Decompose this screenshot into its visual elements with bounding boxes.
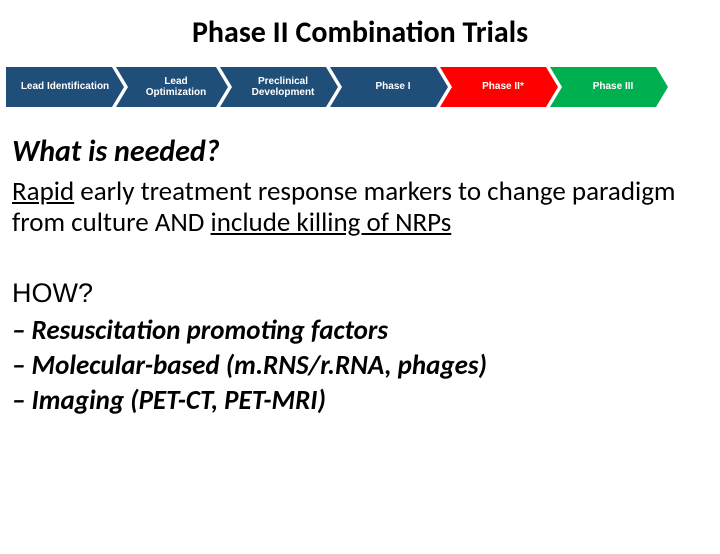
chevron-label: Preclinical Development bbox=[252, 76, 315, 99]
bullet-list: – Resuscitation promoting factors– Molec… bbox=[12, 313, 720, 418]
phase-chevron-row: Lead Identification Lead Optimization Prec… bbox=[0, 67, 720, 107]
bullet-item: – Resuscitation promoting factors bbox=[12, 313, 720, 348]
para-suffix: include killing of NRPs bbox=[211, 206, 452, 239]
chevron-label: Lead Optimization bbox=[146, 76, 207, 99]
chevron-label: Phase III bbox=[593, 81, 634, 93]
chevron-label: Phase II* bbox=[482, 81, 524, 93]
bullet-item: – Molecular-based (m.RNS/r.RNA, phages) bbox=[12, 348, 720, 383]
chevron-label: Lead Identification bbox=[21, 81, 109, 93]
phase-chevron: Preclinical Development bbox=[220, 67, 338, 107]
phase-chevron: Lead Identification bbox=[6, 67, 124, 107]
subheading-what-is-needed: What is needed? bbox=[12, 133, 720, 170]
phase-chevron: Lead Optimization bbox=[116, 67, 228, 107]
chevron-label: Phase I bbox=[375, 81, 410, 93]
how-label: HOW? bbox=[12, 278, 720, 309]
para-prefix: Rapid bbox=[12, 175, 74, 208]
page-title: Phase II Combination Trials bbox=[0, 14, 720, 51]
main-paragraph: Rapid early treatment response markers t… bbox=[12, 176, 708, 238]
phase-chevron: Phase II* bbox=[440, 67, 558, 107]
phase-chevron: Phase I bbox=[330, 67, 448, 107]
bullet-item: – Imaging (PET-CT, PET-MRI) bbox=[12, 383, 720, 418]
phase-chevron: Phase III bbox=[550, 67, 668, 107]
